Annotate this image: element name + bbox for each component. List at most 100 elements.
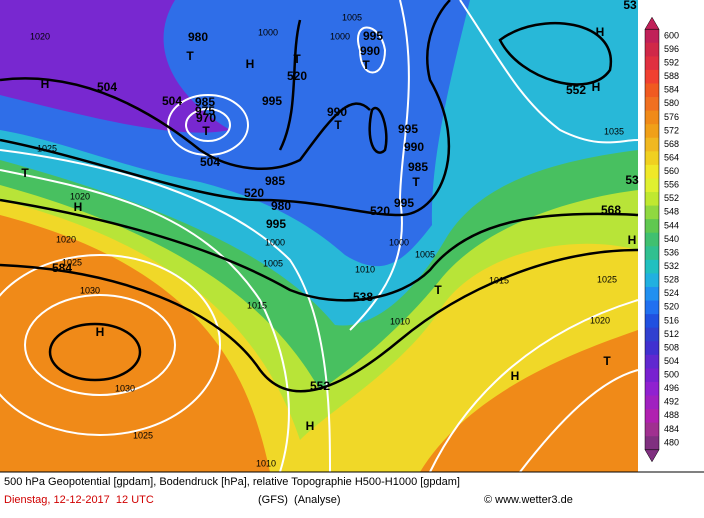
map-label: H — [74, 200, 83, 214]
map-label: 520 — [287, 69, 307, 83]
map-label: 990 — [327, 105, 347, 119]
map-label: T — [334, 118, 342, 132]
color-swatch — [645, 192, 659, 207]
map-label: 995 — [394, 196, 414, 210]
color-swatch — [645, 178, 659, 193]
color-swatch — [645, 246, 659, 261]
color-swatch — [645, 42, 659, 57]
color-swatch — [645, 286, 659, 302]
colorbar-label: 552 — [664, 193, 679, 203]
map-label: 985 — [265, 174, 285, 188]
color-swatch — [645, 300, 659, 315]
color-swatch — [645, 436, 659, 451]
colorbar-label: 572 — [664, 125, 679, 135]
map-label: 1000 — [265, 237, 285, 247]
colorbar-label: 568 — [664, 139, 679, 149]
map-label: 995 — [398, 122, 418, 136]
map-label: T — [186, 49, 194, 63]
map-label: H — [511, 369, 520, 383]
map-label: 995 — [262, 94, 282, 108]
map-label: 584 — [52, 261, 72, 275]
map-label: 568 — [601, 203, 621, 217]
colorbar-label: 600 — [664, 30, 679, 40]
map-label: H — [96, 325, 105, 339]
color-swatch — [645, 395, 659, 410]
map-label: 995 — [363, 29, 383, 43]
color-swatch — [645, 409, 659, 424]
map-label: 1025 — [37, 143, 57, 153]
region-purple — [0, 0, 230, 133]
map-label: 995 — [266, 217, 286, 231]
map-label: H — [306, 419, 315, 433]
color-swatch — [645, 97, 659, 112]
map-label: 552 — [566, 83, 586, 97]
color-swatch — [645, 83, 659, 98]
map-label: 520 — [370, 204, 390, 218]
map-label: 53 — [625, 173, 639, 187]
color-swatch — [645, 381, 659, 397]
map-label: 504 — [162, 94, 182, 108]
map-label: H — [41, 77, 50, 91]
map-label: 980 — [188, 30, 208, 44]
colorbar-label: 544 — [664, 220, 679, 230]
isobars — [0, 0, 639, 473]
map-label: 990 — [404, 140, 424, 154]
map-label: 1025 — [62, 257, 82, 267]
map-label: T — [202, 124, 210, 138]
color-swatch — [645, 341, 659, 356]
colorbar-label: 508 — [664, 342, 679, 352]
map-label: 990 — [360, 44, 380, 58]
colorbar-label: 524 — [664, 288, 679, 298]
colorbar-label: 564 — [664, 152, 679, 162]
map-label: 1020 — [70, 191, 90, 201]
colorbar-label: 592 — [664, 58, 679, 68]
map-label: T — [603, 354, 611, 368]
map-label: 1000 — [389, 237, 409, 247]
map-label: 53 — [623, 0, 637, 12]
color-swatch — [645, 354, 659, 369]
map-label: 1000 — [330, 31, 350, 41]
colorbar-label: 556 — [664, 180, 679, 190]
colorbar-label: 516 — [664, 315, 679, 325]
map-label: 1005 — [415, 249, 435, 259]
colorbar-label: 580 — [664, 98, 679, 108]
color-swatch — [645, 314, 659, 329]
map-label: 1000 — [258, 27, 278, 37]
map-label: 1005 — [342, 12, 362, 22]
colorbar-label: 532 — [664, 261, 679, 271]
colorbar-label: 588 — [664, 71, 679, 81]
map-label: H — [592, 80, 601, 94]
map-label: T — [434, 283, 442, 297]
color-swatch — [645, 137, 659, 152]
map-label: H — [596, 25, 605, 39]
map-label: 1025 — [133, 430, 153, 440]
map-label: 1030 — [115, 383, 135, 393]
height-contours — [0, 0, 639, 393]
color-swatch — [645, 110, 659, 125]
map-label: 504 — [97, 80, 117, 94]
map-label: 1015 — [247, 300, 267, 310]
map-label: 520 — [244, 186, 264, 200]
map-label: 538 — [353, 290, 373, 304]
color-swatch — [645, 273, 659, 288]
color-swatch — [645, 232, 659, 247]
map-label: 1010 — [390, 316, 410, 326]
map-label: 1035 — [604, 126, 624, 136]
map-label: 1025 — [597, 274, 617, 284]
color-swatch — [645, 151, 659, 166]
colorbar-label: 504 — [664, 356, 679, 366]
map-label: 1010 — [355, 264, 375, 274]
color-swatch — [645, 205, 659, 220]
colorbar-label: 520 — [664, 302, 679, 312]
map-label: 552 — [310, 379, 330, 393]
footer-line1: 500 hPa Geopotential [gpdam], Bodendruck… — [4, 476, 460, 488]
colorbar-label: 480 — [664, 437, 679, 447]
colorbar-label: 540 — [664, 234, 679, 244]
map-label: 1005 — [263, 258, 283, 268]
color-swatch — [645, 124, 659, 139]
colorbar-label: 584 — [664, 85, 679, 95]
map-label: 1020 — [590, 315, 610, 325]
